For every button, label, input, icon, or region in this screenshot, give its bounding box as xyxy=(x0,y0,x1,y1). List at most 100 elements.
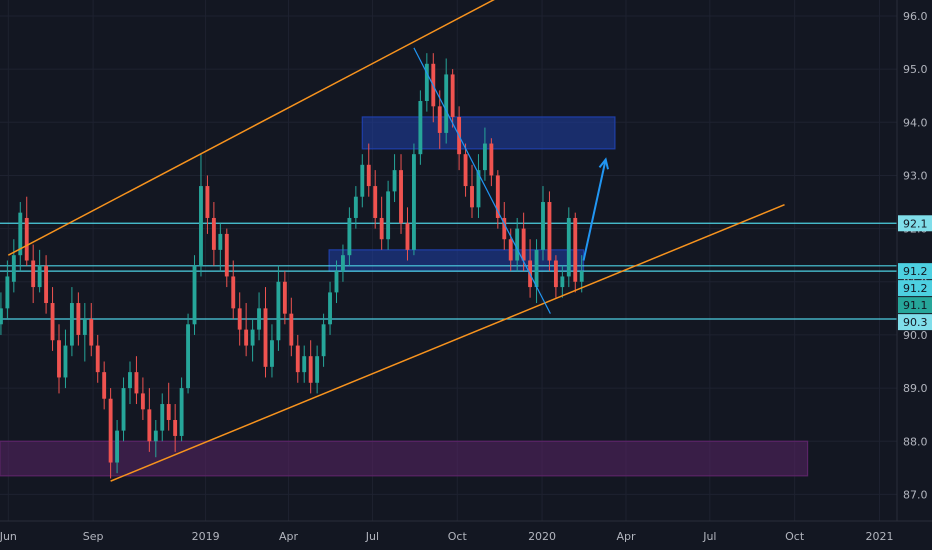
price-badges: 92.1 91.2 91.2 91.1 90.3 xyxy=(898,215,932,331)
projection-arrow-line xyxy=(582,159,607,261)
time-scale-background xyxy=(0,521,932,550)
x-tick-label: Oct xyxy=(785,530,805,543)
x-tick-label: Oct xyxy=(448,530,468,543)
candle-body xyxy=(57,340,61,378)
candle-body xyxy=(102,372,107,399)
candle-body xyxy=(482,143,487,171)
candle-body xyxy=(257,308,261,330)
candle-body xyxy=(237,308,242,330)
candle-body xyxy=(218,233,223,250)
candle-body xyxy=(24,217,29,261)
candle-body xyxy=(418,101,423,155)
candle-body xyxy=(366,164,371,187)
price-badge xyxy=(898,215,932,232)
x-axis[interactable]: Jun Sep 2019 Apr Jul Oct 2020 Apr Jul Oct 2021 xyxy=(0,530,893,543)
y-tick-label: 88.0 xyxy=(903,435,928,448)
candle-body xyxy=(211,217,216,250)
candle-body xyxy=(353,196,358,218)
x-tick-label: Apr xyxy=(279,530,299,543)
candle-body xyxy=(321,324,326,357)
candle-body xyxy=(37,265,42,288)
candle-body xyxy=(263,308,268,367)
candle-body xyxy=(108,398,113,463)
candle-body xyxy=(121,388,126,431)
x-tick-label: 2021 xyxy=(865,530,893,543)
candle-body xyxy=(44,265,49,304)
candle-body xyxy=(579,271,584,282)
candle-body xyxy=(341,255,345,272)
candle-body xyxy=(489,143,494,176)
candle-body xyxy=(347,217,352,256)
candle-body xyxy=(147,409,152,442)
candle-body xyxy=(186,324,191,389)
candle-body xyxy=(95,345,100,373)
candle-body xyxy=(69,303,74,346)
candles xyxy=(0,53,584,479)
candle-body xyxy=(82,318,87,335)
candle-body xyxy=(495,175,500,218)
x-tick-label: Apr xyxy=(616,530,636,543)
candle-body xyxy=(573,217,578,282)
candle-body xyxy=(192,265,197,325)
candle-body xyxy=(115,430,120,463)
projection-arrow-head xyxy=(598,157,609,170)
supply-zone xyxy=(361,116,616,150)
candle-body xyxy=(560,276,565,288)
x-tick-label: 2020 xyxy=(528,530,556,543)
candle-body xyxy=(476,170,481,208)
candle-body xyxy=(379,217,384,240)
price-badge-label: 91.2 xyxy=(903,265,928,278)
candle-body xyxy=(179,388,184,436)
candle-body xyxy=(399,170,403,224)
channel-lower xyxy=(110,203,785,482)
candle-body xyxy=(508,239,513,261)
candle-body xyxy=(231,276,236,309)
x-tick-label: Jul xyxy=(702,530,716,543)
candle-body xyxy=(392,170,397,192)
candle-body xyxy=(515,228,520,261)
candle-body xyxy=(276,281,281,341)
candle-body xyxy=(424,63,429,102)
price-badge xyxy=(898,280,932,297)
candle-body xyxy=(328,292,332,325)
candle-body xyxy=(411,154,416,250)
candle-body xyxy=(553,260,558,288)
candle-body xyxy=(405,223,410,250)
y-tick-label: 87.0 xyxy=(903,488,928,501)
candle-body xyxy=(224,233,229,277)
candle-body xyxy=(289,313,294,346)
candle-body xyxy=(360,164,365,197)
candle-body xyxy=(50,303,55,341)
candle-body xyxy=(463,154,468,187)
candle-body xyxy=(444,74,449,133)
candle-body xyxy=(566,217,571,277)
candle-body xyxy=(205,186,210,218)
y-tick-label: 90.0 xyxy=(903,329,928,342)
candle-body xyxy=(244,329,249,346)
candle-body xyxy=(160,404,165,431)
candle-body xyxy=(5,276,10,309)
y-tick-label: 96.0 xyxy=(903,10,928,23)
price-badge-label: 91.1 xyxy=(903,299,928,312)
candle-body xyxy=(250,329,255,346)
candle-body xyxy=(373,186,378,218)
candle-body xyxy=(270,340,274,367)
x-tick-label: Sep xyxy=(83,530,104,543)
x-tick-label: 2019 xyxy=(192,530,220,543)
price-badge-label: 90.3 xyxy=(903,316,928,329)
candle-body xyxy=(166,404,171,420)
candle-body xyxy=(450,74,455,117)
candle-body xyxy=(334,271,339,293)
candle-body xyxy=(63,345,68,378)
candle-body xyxy=(134,372,139,394)
candle-body xyxy=(199,186,203,266)
candle-body xyxy=(295,345,300,373)
price-badge-label: 91.2 xyxy=(903,282,928,295)
candle-body xyxy=(282,281,287,314)
candle-body xyxy=(140,393,145,410)
x-tick-label: Jun xyxy=(0,530,17,543)
candle-body xyxy=(76,303,81,335)
candle-body xyxy=(128,372,132,389)
